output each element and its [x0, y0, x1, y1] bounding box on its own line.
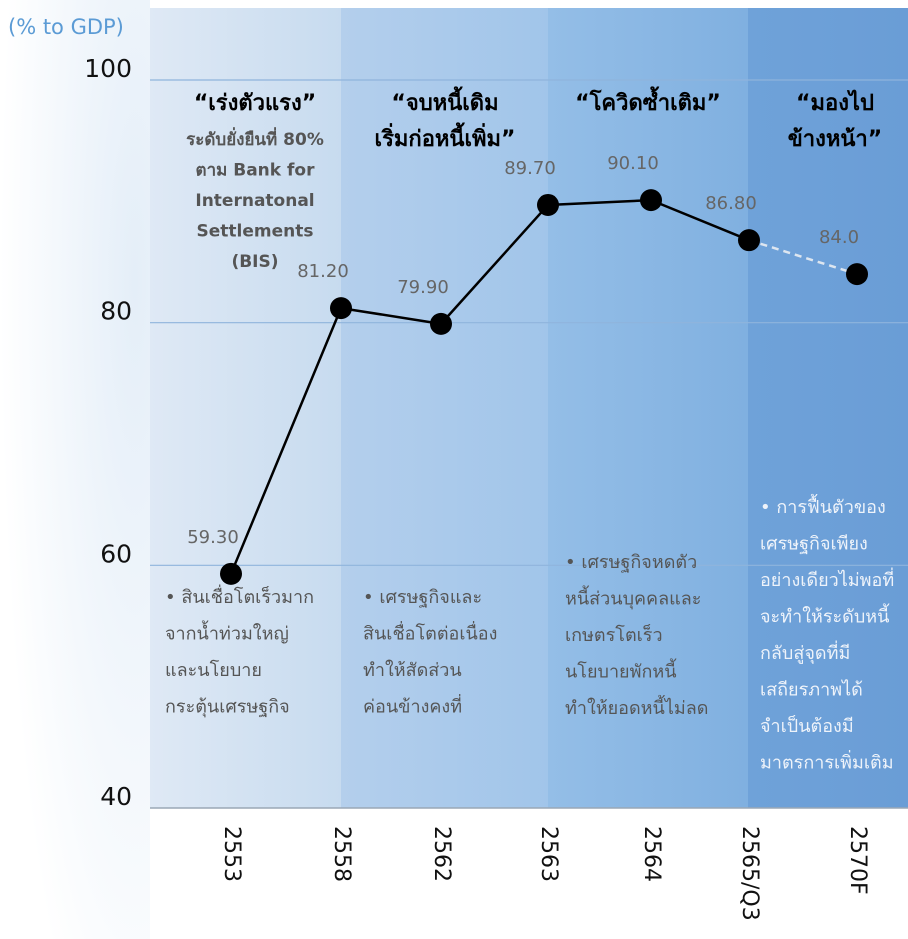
panel-note: กระตุ้นเศรษฐกิจ — [165, 697, 290, 718]
panel-title: “จบหนี้เดิม — [391, 86, 498, 116]
panel-note: จากน้ำท่วมใหญ่ — [165, 621, 289, 645]
panel-title: ข้างหน้า” — [788, 127, 883, 152]
panel-note: มาตรการเพิ่มเติม — [760, 750, 894, 774]
panel-title: “มองไป — [796, 89, 874, 116]
data-point — [220, 562, 242, 585]
value-label: 90.10 — [607, 153, 659, 174]
x-tick-label: 2562 — [429, 826, 454, 882]
value-label: 86.80 — [705, 193, 757, 214]
panel-title: เริ่มก่อหนี้เพิ่ม” — [375, 122, 516, 152]
y-axis-label: (% to GDP) — [8, 15, 124, 39]
panel-note: ค่อนข้างคงที่ — [363, 694, 462, 718]
panel-note: และนโยบาย — [165, 659, 262, 681]
x-tick-label: 2553 — [219, 826, 244, 882]
panel-subtitle: Settlements — [197, 222, 314, 242]
x-tick-label: 2565/Q3 — [737, 826, 762, 921]
y-tick-label: 40 — [100, 782, 132, 811]
panel-background — [548, 8, 748, 808]
panel-subtitle: ตาม Bank for — [196, 161, 316, 181]
panel-title: “โควิดซ้ำเติม” — [575, 86, 721, 116]
panel-note: นโยบายพักหนี้ — [565, 659, 677, 683]
value-label: 84.0 — [819, 227, 859, 248]
panel-note: • เศรษฐกิจและ — [363, 587, 482, 608]
data-point — [537, 193, 559, 216]
x-tick-label: 2570F — [845, 826, 870, 895]
panel-note: • การฟื้นตัวของ — [760, 494, 886, 518]
y-tick-label: 100 — [84, 54, 132, 83]
panel-note: ทำให้ยอดหนี้ไม่ลด — [565, 695, 708, 719]
data-point — [846, 263, 868, 286]
panel-subtitle: ระดับยั่งยืนที่ 80% — [186, 127, 324, 150]
panel-note: กลับสู่จุดที่มี — [760, 640, 850, 664]
data-point — [640, 189, 662, 212]
x-tick-label: 2563 — [536, 826, 561, 882]
panel-note: ทำให้สัดส่วน — [363, 659, 462, 681]
data-point — [330, 297, 352, 320]
panel-note: เศรษฐกิจเพียง — [760, 534, 868, 555]
panel-note: • เศรษฐกิจหดตัว — [565, 552, 697, 573]
y-tick-label: 60 — [100, 539, 132, 568]
panel-note: จะทำให้ระดับหนี้ — [760, 604, 890, 628]
panel-subtitle: (BIS) — [231, 252, 278, 272]
value-label: 59.30 — [187, 527, 239, 548]
value-label: 81.20 — [297, 261, 349, 282]
data-point — [738, 229, 760, 252]
y-tick-label: 80 — [100, 297, 132, 326]
side-glow — [0, 0, 150, 939]
value-label: 89.70 — [504, 158, 556, 179]
x-tick-label: 2564 — [639, 826, 664, 882]
panel-title: “เร่งตัวแรง” — [194, 91, 316, 116]
panel-background — [341, 8, 548, 808]
data-line — [229, 198, 750, 575]
panel-note: จำเป็นต้องมี — [760, 714, 854, 737]
forecast-line — [748, 238, 858, 276]
panel-note: • สินเชื่อโตเร็วมาก — [165, 584, 314, 608]
value-label: 79.90 — [397, 277, 449, 298]
x-tick-label: 2558 — [329, 826, 354, 882]
data-point — [430, 312, 452, 335]
panel-note: เสถียรภาพได้ — [760, 679, 863, 701]
panel-note: สินเชื่อโตต่อเนื่อง — [363, 621, 497, 645]
panel-subtitle: Internatonal — [195, 191, 314, 211]
panel-note: หนี้ส่วนบุคคลและ — [565, 586, 701, 610]
panel-background — [150, 8, 341, 808]
panel-background — [748, 8, 908, 808]
panel-note: อย่างเดียวไม่พอที่ — [760, 567, 894, 591]
panel-note: เกษตรโตเร็ว — [565, 623, 663, 646]
